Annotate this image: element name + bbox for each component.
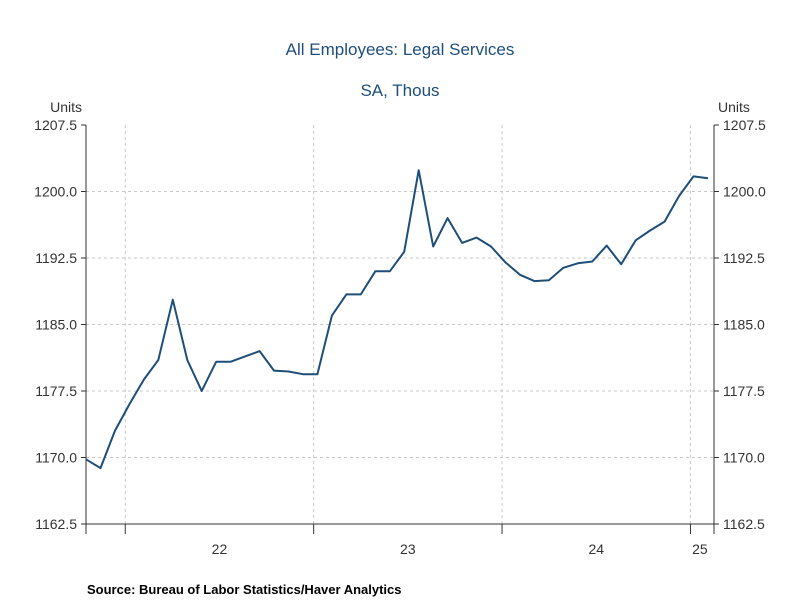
x-tick-label: 25 — [692, 541, 708, 557]
y-tick-label-left: 1192.5 — [35, 250, 77, 266]
y-tick-label-left: 1177.5 — [35, 383, 77, 399]
chart-source: Source: Bureau of Labor Statistics/Haver… — [87, 582, 402, 597]
y-axis-label-right: Units — [718, 99, 750, 115]
y-tick-label-right: 1185.0 — [723, 317, 765, 333]
y-tick-label-left: 1185.0 — [35, 317, 77, 333]
y-tick-label-right: 1170.0 — [723, 450, 765, 466]
y-tick-label-left: 1207.5 — [34, 117, 77, 133]
y-tick-label-left: 1162.5 — [35, 516, 77, 532]
series-line — [85, 169, 709, 470]
y-tick-label-right: 1192.5 — [723, 250, 765, 266]
axes: 1162.5 1162.5 1170.0 1170.0 1177.5 1177.5 1185… — [34, 117, 766, 557]
y-tick-label-right: 1207.5 — [723, 117, 766, 133]
y-tick-label-right: 1162.5 — [723, 516, 765, 532]
x-tick-label: 22 — [212, 541, 228, 557]
y-axis-label-left: Units — [50, 99, 82, 115]
grid — [86, 125, 714, 524]
y-tick-label-left: 1170.0 — [35, 450, 77, 466]
chart-subtitle: SA, Thous — [360, 81, 439, 100]
x-tick-label: 24 — [588, 541, 604, 557]
chart-title: All Employees: Legal Services — [286, 40, 515, 59]
series-layer — [85, 169, 709, 470]
y-tick-label-right: 1200.0 — [723, 184, 766, 200]
y-tick-label-right: 1177.5 — [723, 383, 765, 399]
y-tick-label-left: 1200.0 — [34, 184, 77, 200]
x-tick-label: 23 — [400, 541, 416, 557]
